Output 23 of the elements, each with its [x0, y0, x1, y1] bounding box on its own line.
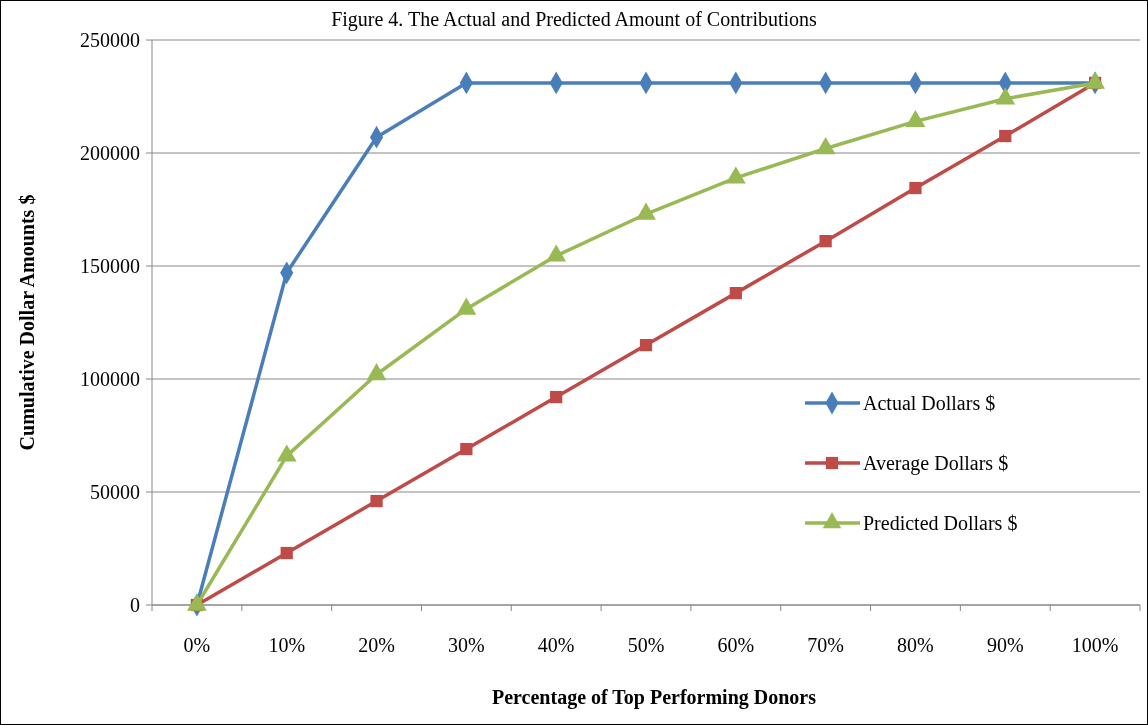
- x-tick-label: 60%: [717, 634, 755, 656]
- chart-title: Figure 4. The Actual and Predicted Amount of Contributions: [331, 8, 818, 31]
- x-tick-label: 30%: [448, 634, 485, 656]
- y-tick-label: 0: [130, 594, 140, 616]
- y-tick-label: 250000: [80, 29, 140, 51]
- legend-label: Average Dollars $: [863, 452, 1009, 475]
- x-tick-label: 50%: [627, 634, 665, 656]
- x-tick-label: 10%: [268, 634, 306, 656]
- y-axis-title: Cumulative Dollar Amounts $: [16, 194, 38, 451]
- x-tick-label: 90%: [986, 634, 1024, 656]
- legend-label: Actual Dollars $: [863, 392, 996, 414]
- y-tick-label: 150000: [80, 255, 140, 277]
- y-tick-label: 50000: [90, 481, 140, 503]
- x-axis-title: Percentage of Top Performing Donors: [491, 686, 817, 709]
- x-tick-label: 70%: [807, 634, 844, 656]
- x-tick-label: 0%: [183, 634, 211, 656]
- x-tick-label: 100%: [1071, 634, 1119, 656]
- y-tick-label: 200000: [80, 142, 140, 164]
- y-tick-label: 100000: [80, 368, 140, 390]
- x-tick-label: 40%: [537, 634, 575, 656]
- legend-label: Predicted Dollars $: [863, 512, 1018, 534]
- x-tick-label: 80%: [897, 634, 934, 656]
- x-tick-label: 20%: [358, 634, 395, 656]
